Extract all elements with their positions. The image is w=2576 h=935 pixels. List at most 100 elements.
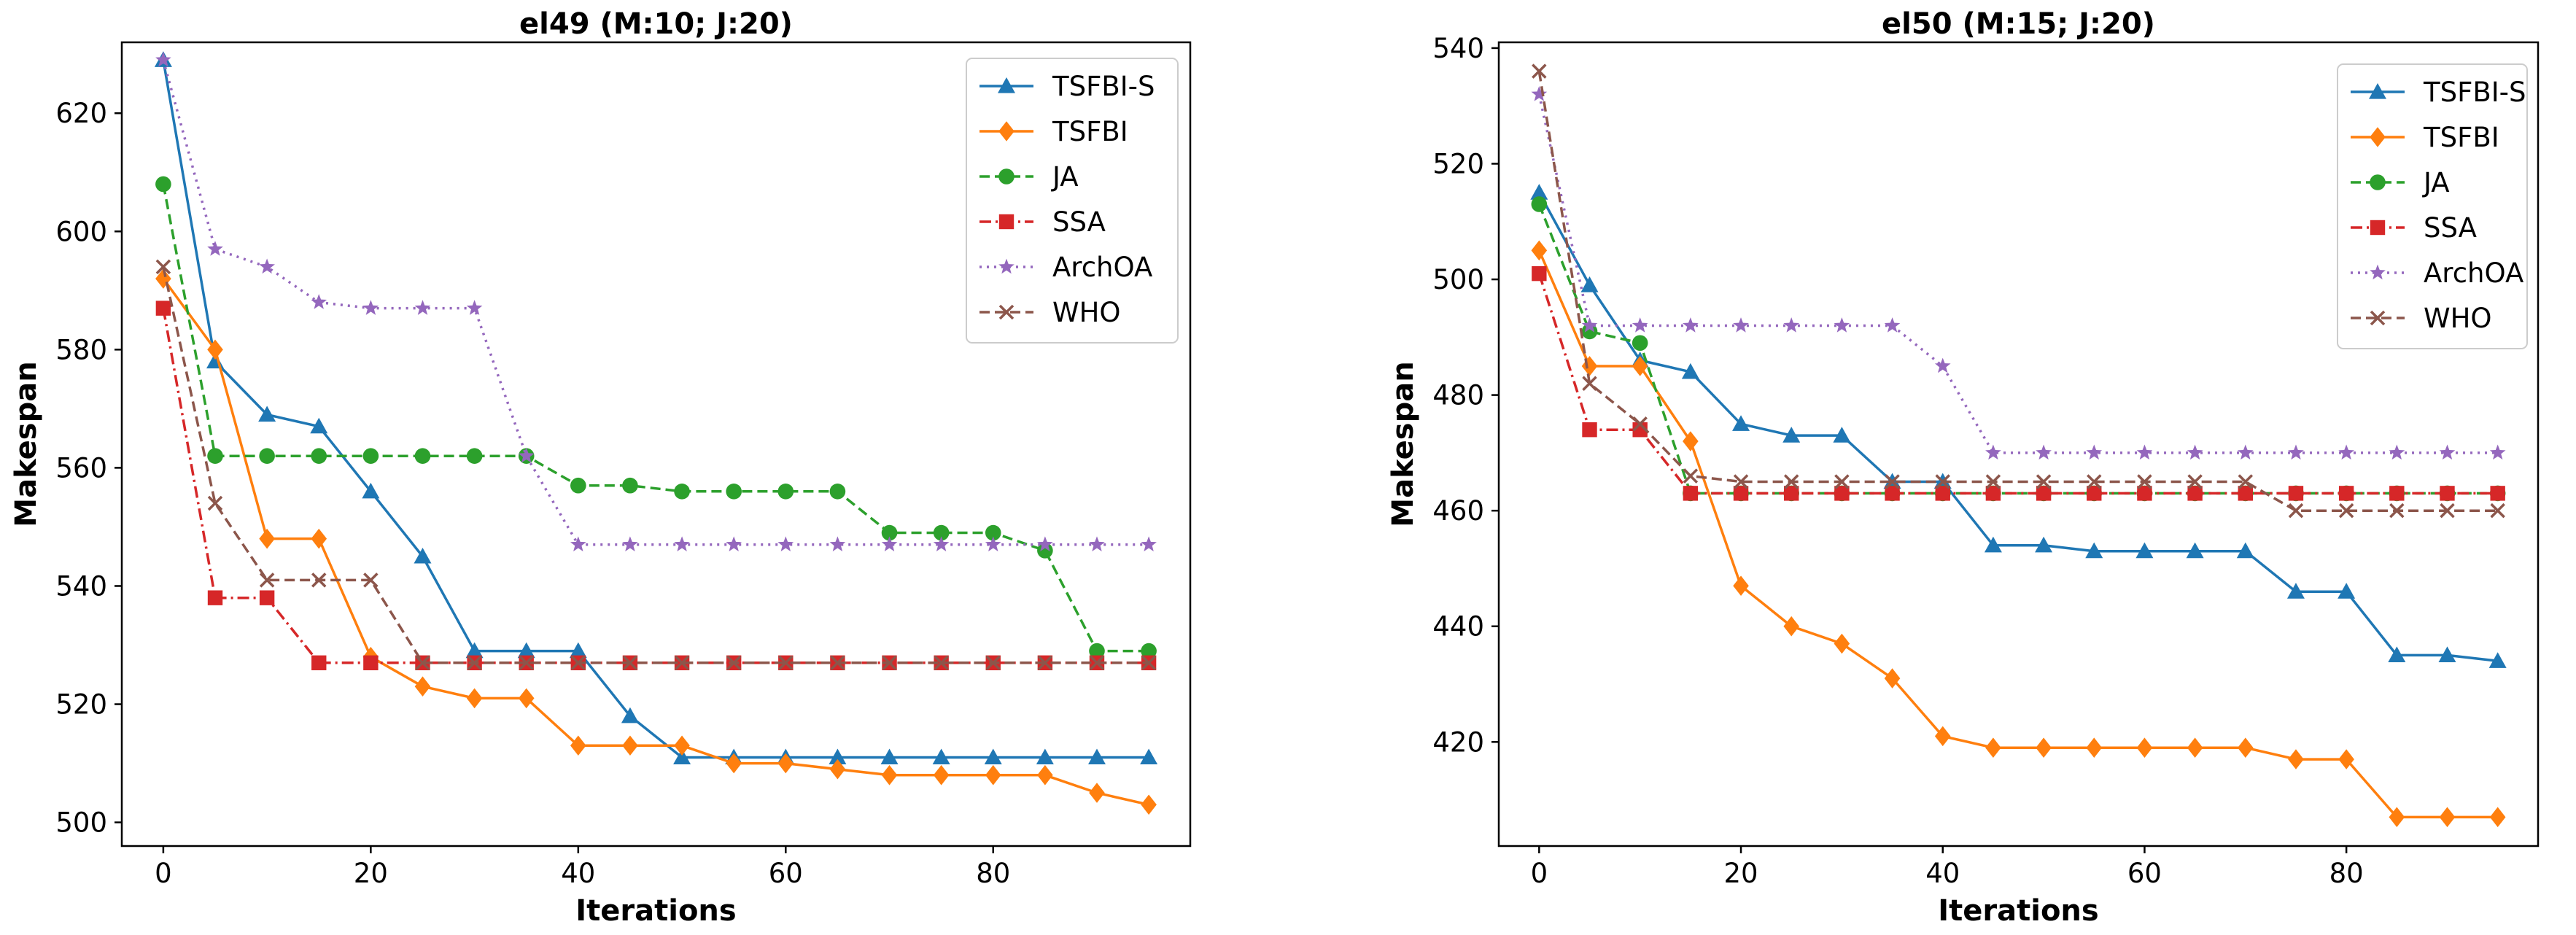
series-line <box>1537 273 2498 495</box>
data-point <box>1087 748 1106 765</box>
legend-entry-archoa: ArchOA <box>2351 257 2523 289</box>
legend-label: TSFBI <box>1052 116 1128 147</box>
x-tick-label: 20 <box>1723 858 1758 889</box>
x-axis-label: Iterations <box>1938 894 2098 928</box>
series-line <box>162 59 1149 546</box>
data-point <box>1531 196 1548 212</box>
data-point <box>362 448 379 465</box>
data-point <box>932 748 950 765</box>
data-point <box>1581 317 1598 333</box>
series-line <box>162 266 1149 664</box>
data-point <box>2036 486 2052 501</box>
data-point <box>1140 748 1158 765</box>
plot-frame <box>1497 41 2540 847</box>
data-point <box>1632 356 1648 376</box>
legend-label: JA <box>2422 167 2450 198</box>
data-point <box>2187 486 2203 501</box>
data-point <box>2440 486 2455 501</box>
data-point <box>570 536 586 551</box>
x-tick-label: 80 <box>2329 858 2364 889</box>
data-point <box>777 484 794 500</box>
legend-box <box>2337 63 2528 349</box>
data-point <box>155 176 171 193</box>
data-point <box>2489 444 2506 460</box>
data-point <box>259 573 275 588</box>
data-point <box>362 300 379 315</box>
data-point <box>1037 543 1053 559</box>
data-point <box>1141 643 1157 659</box>
data-point <box>2288 749 2304 769</box>
data-point <box>465 642 484 659</box>
data-point <box>2389 486 2405 501</box>
data-point <box>1037 655 1053 671</box>
data-point <box>2237 444 2254 460</box>
x-tick-label: 60 <box>769 858 803 889</box>
data-point <box>155 259 171 275</box>
data-point <box>310 417 328 434</box>
data-point <box>829 759 846 780</box>
data-point <box>1732 415 1750 431</box>
data-point <box>259 448 275 465</box>
data-point <box>1037 536 1053 551</box>
series-line <box>162 278 1149 807</box>
legend-label: ArchOA <box>2424 257 2523 289</box>
data-point <box>2187 444 2203 460</box>
series-ssa <box>1532 265 2505 501</box>
y-tick-label: 580 <box>55 334 107 365</box>
data-point <box>985 524 1001 541</box>
data-point <box>1733 317 1749 333</box>
data-point <box>519 655 534 671</box>
data-point <box>1834 317 1850 333</box>
data-point <box>2136 737 2153 759</box>
legend-label: TSFBI-S <box>2423 77 2526 108</box>
data-point <box>569 642 587 659</box>
data-point <box>466 300 483 315</box>
series-line <box>162 60 1149 759</box>
data-point <box>934 655 949 671</box>
data-point <box>726 484 742 500</box>
data-point <box>2136 444 2153 460</box>
series-who <box>1532 63 2505 519</box>
data-point <box>1884 668 1901 688</box>
data-point <box>1141 794 1157 815</box>
y-tick-label: 620 <box>55 98 107 129</box>
data-point <box>2086 444 2103 460</box>
data-point <box>1935 486 1950 501</box>
data-point <box>880 748 899 765</box>
data-point <box>311 655 327 671</box>
data-point <box>2238 474 2254 489</box>
data-point <box>1885 474 1900 489</box>
data-point <box>207 241 223 256</box>
legend-label: SSA <box>1052 206 1106 238</box>
data-point <box>2087 474 2102 489</box>
data-point <box>1632 317 1648 333</box>
series-ja <box>155 176 1157 659</box>
series-archoa <box>155 51 1157 551</box>
legend-label: ArchOA <box>1052 252 1152 283</box>
data-point <box>1089 643 1105 659</box>
data-point <box>1582 376 1597 391</box>
series-tsfbi <box>155 268 1157 815</box>
legend-marker <box>998 214 1015 230</box>
data-point <box>673 748 691 765</box>
legend-entry-ja: JA <box>2351 167 2450 198</box>
data-point <box>1089 536 1105 551</box>
data-point <box>829 484 846 500</box>
legend-box <box>966 58 1179 344</box>
data-point <box>1089 783 1105 803</box>
data-point <box>570 655 586 671</box>
data-point <box>1089 655 1105 671</box>
data-point <box>414 676 431 697</box>
legend-entry-tsfbi-s: TSFBI-S <box>2351 77 2526 108</box>
data-point <box>1935 474 1950 489</box>
data-point <box>726 753 742 774</box>
data-point <box>258 406 276 422</box>
legend-entry-who: WHO <box>979 297 1121 328</box>
data-point <box>882 655 897 671</box>
data-point <box>622 655 638 671</box>
legend-marker <box>998 258 1015 274</box>
data-point <box>777 753 794 774</box>
data-point <box>570 735 586 756</box>
data-point <box>1985 737 2001 759</box>
data-point <box>1834 474 1850 489</box>
